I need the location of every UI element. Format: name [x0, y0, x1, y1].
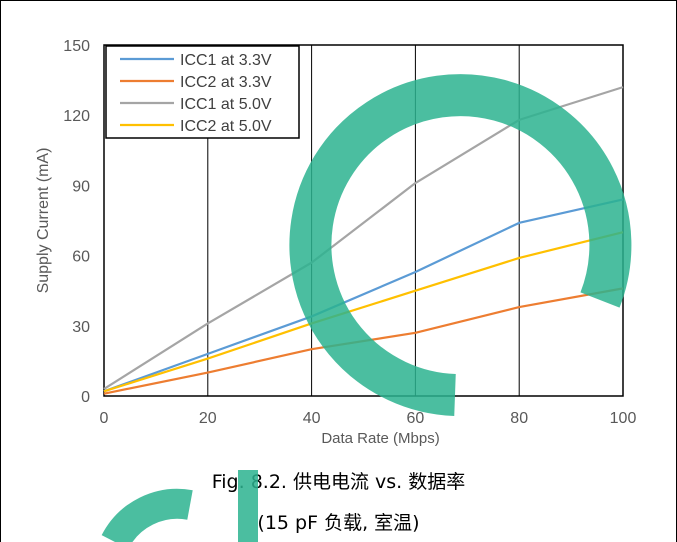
y-tick-label-120: 120: [63, 108, 90, 125]
x-axis-title: Data Rate (Mbps): [321, 430, 439, 447]
legend-label-2: ICC2 at 3.3V: [180, 74, 272, 91]
figure-caption-title: Fig. 8.2. 供电电流 vs. 数据率: [211, 471, 466, 493]
supply-current-chart: 0 30 60 90 120 150 0 20 40 60 80 100 Data Rate (Mbps…: [35, 38, 637, 447]
series-line-4: [103, 231, 624, 393]
x-tick-label-100: 100: [610, 410, 637, 427]
legend-label-4: ICC2 at 5.0V: [180, 118, 272, 135]
legend-label-1: ICC1 at 3.3V: [180, 52, 272, 69]
series-line-1: [103, 198, 624, 393]
x-tick-label-20: 20: [199, 410, 217, 427]
x-tick-label-0: 0: [100, 410, 109, 427]
y-tick-label-150: 150: [63, 38, 90, 55]
y-axis-title: Supply Current (mA): [35, 148, 52, 294]
x-tick-label-80: 80: [510, 410, 528, 427]
x-tick-label-60: 60: [407, 410, 425, 427]
figure-caption-subtitle: (15 pF 负载, 室温): [257, 512, 420, 534]
legend-label-3: ICC1 at 5.0V: [180, 96, 272, 113]
y-tick-label-0: 0: [81, 389, 90, 406]
y-tick-label-30: 30: [72, 319, 90, 336]
x-tick-label-40: 40: [303, 410, 321, 427]
y-tick-label-90: 90: [72, 178, 90, 195]
legend-box: [105, 45, 300, 139]
y-tick-label-60: 60: [72, 249, 90, 266]
